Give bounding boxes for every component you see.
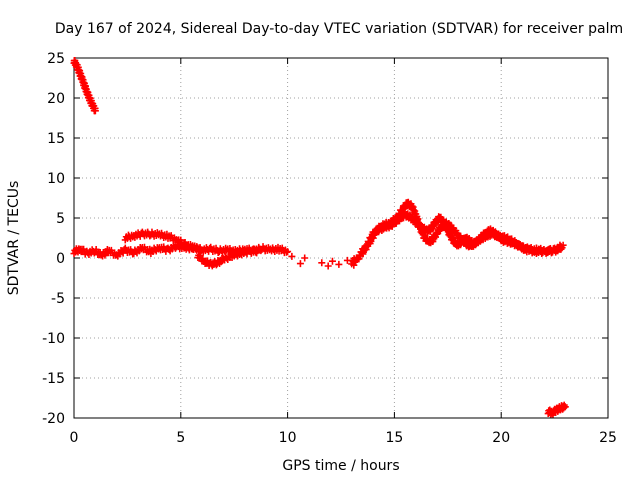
y-tick-label: -20 [42,411,65,427]
data-point [324,262,332,270]
y-tick-label: 10 [47,171,65,187]
x-tick-label: 10 [279,430,297,446]
y-tick-label: 15 [47,131,65,147]
axis-ticks: 0 5 10 15 20 25 -20 -15 -10 -5 0 5 10 15 20 25 [42,51,617,446]
data-point [254,247,262,255]
data-points [70,56,569,418]
data-point [284,248,292,256]
y-axis-label: SDTVAR / TECUs [6,181,22,296]
x-tick-label: 5 [176,430,185,446]
plot-frame [73,57,609,419]
x-tick-label: 0 [70,430,79,446]
data-point [91,107,99,115]
chart-title: Day 167 of 2024, Sidereal Day-to-day VTE… [55,21,623,37]
y-tick-label: 25 [47,51,65,67]
y-tick-label: 20 [47,91,65,107]
data-point [301,254,309,262]
data-point [561,403,569,411]
y-tick-label: -15 [42,371,65,387]
x-tick-label: 25 [599,430,617,446]
data-point [335,260,343,268]
data-point [288,252,296,260]
y-tick-label: -5 [51,291,65,307]
data-point [367,235,375,243]
x-tick-label: 15 [385,430,403,446]
y-tick-label: 0 [56,251,65,267]
x-axis-label: GPS time / hours [282,458,399,474]
data-point [198,246,206,254]
data-point [318,259,326,267]
data-point [296,260,304,268]
grid [74,58,608,418]
x-tick-label: 20 [492,430,510,446]
data-point [363,242,371,250]
y-tick-label: -10 [42,331,65,347]
y-tick-label: 5 [56,211,65,227]
data-point [559,241,567,249]
data-point [328,257,336,265]
